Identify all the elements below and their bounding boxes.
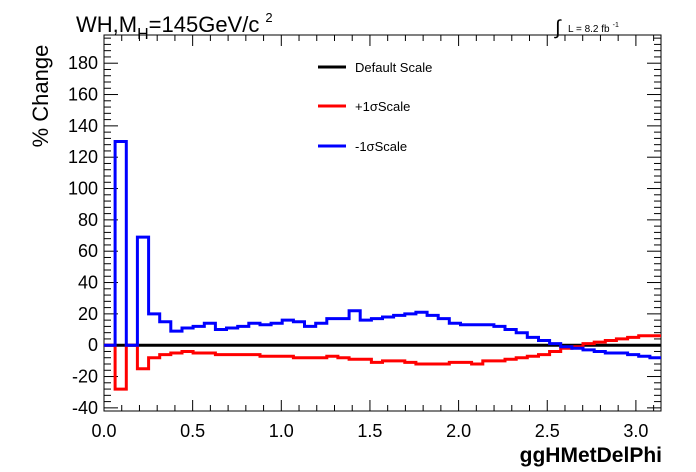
title-tail: =145GeV/c [149, 12, 260, 37]
series-layer [104, 140, 661, 391]
lumi-text: L = 8.2 fb [568, 24, 610, 35]
y-tick-label: 40 [78, 273, 98, 293]
lumi-label: L = 8.2 fb -1 [568, 22, 619, 35]
y-tick-label: -40 [72, 398, 98, 418]
legend-label-minus: -1σScale [355, 139, 407, 154]
y-tick-label: 100 [68, 179, 98, 199]
y-tick-label: 20 [78, 304, 98, 324]
y-tick-label: 180 [68, 53, 98, 73]
y-tick-label: 80 [78, 210, 98, 230]
y-tick-label: 0 [88, 335, 98, 355]
y-tick-label: 60 [78, 241, 98, 261]
x-tick-label: 0.0 [91, 421, 116, 441]
y-tick-label: 120 [68, 147, 98, 167]
x-axis-label: ggHMetDelPhi [520, 444, 662, 467]
y-tick-label: 140 [68, 116, 98, 136]
x-tick-label: 2.0 [446, 421, 471, 441]
y-axis-label: % Change [28, 45, 53, 148]
lumi-superscript: -1 [613, 22, 619, 29]
x-tick-label: 3.0 [623, 421, 648, 441]
y-tick-label: -20 [72, 367, 98, 387]
x-tick-label: 0.5 [180, 421, 205, 441]
lumi-integral-symbol: ∫ [554, 17, 562, 39]
title-superscript: 2 [265, 10, 272, 25]
x-tick-label: 1.5 [357, 421, 382, 441]
y-tick-label: 160 [68, 85, 98, 105]
legend-label-default: Default Scale [355, 60, 432, 75]
x-axis-ticks: 0.0 0.5 1.0 1.5 2.0 2.5 3.0 [91, 35, 655, 441]
y-axis-ticks: -40 -20 0 20 40 60 80 100 120 140 160 180 [68, 37, 661, 418]
x-tick-label: 2.5 [535, 421, 560, 441]
x-tick-label: 1.0 [269, 421, 294, 441]
legend: Default Scale +1σScale -1σScale [318, 60, 432, 154]
plot-frame [103, 34, 662, 412]
legend-label-plus: +1σScale [355, 99, 410, 114]
title-main: WH,M [76, 12, 137, 37]
series-line-2 [104, 140, 661, 360]
